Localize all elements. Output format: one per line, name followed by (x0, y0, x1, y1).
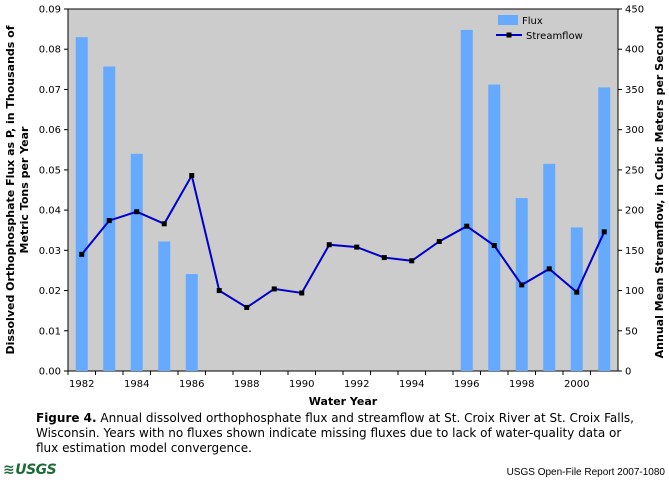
flux-bar (158, 241, 171, 371)
x-tick-label: 2000 (564, 379, 589, 390)
left-tick-label: 0.01 (39, 326, 61, 337)
right-axis-title: Annual Mean Streamflow, in Cubic Meters … (653, 26, 666, 359)
legend: Flux Streamflow (496, 15, 583, 42)
figure-caption: Figure 4. Annual dissolved orthophosphat… (36, 411, 636, 456)
legend-streamflow-label: Streamflow (526, 31, 583, 42)
streamflow-point (436, 238, 442, 244)
streamflow-point (409, 258, 415, 264)
right-tick-label: 0 (625, 367, 631, 378)
streamflow-point (354, 244, 360, 250)
x-axis-ticks: 1982 1984 1986 1988 1990 1992 1994 1996 1998 2000 (67, 371, 591, 390)
streamflow-point (244, 304, 250, 310)
legend-streamflow-marker (506, 32, 512, 38)
flux-bar (488, 84, 501, 372)
left-tick-label: 0.04 (39, 206, 61, 217)
x-tick-label: 1992 (344, 379, 369, 390)
x-tick-label: 1982 (69, 379, 94, 390)
left-axis-title-line1: Dissolved Orthophosphate Flux as P, in T… (4, 25, 17, 354)
left-axis-title-line2: Metric Tons per Year (18, 126, 31, 253)
right-tick-label: 400 (625, 45, 644, 56)
flux-bar (75, 37, 88, 372)
x-tick-label: 1994 (399, 379, 424, 390)
streamflow-point (79, 251, 85, 257)
flux-bar (570, 227, 583, 371)
x-tick-label: 1984 (124, 379, 149, 390)
flux-bar (185, 274, 198, 371)
streamflow-point (546, 266, 552, 272)
flux-bar (130, 153, 143, 371)
streamflow-point (381, 255, 387, 261)
left-tick-label: 0.07 (39, 85, 61, 96)
report-id: USGS Open-File Report 2007-1080 (506, 467, 665, 478)
flux-bar (460, 29, 473, 371)
left-axis-ticks: 0.00 0.01 0.02 0.03 0.04 0.05 0.06 0.07 0.08 0.09 (39, 5, 68, 378)
streamflow-point (326, 242, 332, 248)
x-tick-label: 1998 (509, 379, 534, 390)
left-tick-label: 0.02 (39, 286, 61, 297)
right-tick-label: 200 (625, 206, 644, 217)
x-tick-label: 1986 (179, 379, 204, 390)
usgs-logo-text: USGS (15, 462, 57, 478)
streamflow-series (79, 172, 607, 310)
streamflow-point (271, 286, 277, 292)
left-tick-label: 0.09 (39, 5, 61, 16)
left-tick-label: 0.03 (39, 246, 61, 257)
legend-flux-label: Flux (522, 16, 543, 27)
left-tick-label: 0.06 (39, 125, 61, 136)
left-tick-label: 0.08 (39, 45, 61, 56)
usgs-logo: ≋USGS (3, 462, 57, 478)
right-tick-label: 50 (625, 326, 638, 337)
left-tick-label: 0.05 (39, 165, 61, 176)
right-tick-label: 100 (625, 286, 644, 297)
streamflow-point (491, 243, 497, 249)
streamflow-point (299, 290, 305, 296)
streamflow-point (189, 173, 195, 179)
right-tick-label: 150 (625, 246, 644, 257)
streamflow-line (80, 172, 606, 309)
x-tick-label: 1990 (289, 379, 314, 390)
streamflow-point (574, 289, 580, 295)
streamflow-point (161, 221, 167, 227)
right-tick-label: 350 (625, 85, 644, 96)
streamflow-point (519, 282, 525, 288)
left-tick-label: 0.00 (39, 367, 61, 378)
right-tick-label: 300 (625, 125, 644, 136)
x-tick-label: 1988 (234, 379, 259, 390)
legend-flux-swatch (498, 15, 518, 25)
streamflow-point (464, 223, 470, 229)
x-tick-label: 1996 (454, 379, 479, 390)
figure-label: Figure 4. (36, 411, 97, 425)
right-axis-ticks: 0 50 100 150 200 250 300 350 400 450 (618, 5, 644, 378)
caption-text: Annual dissolved orthophosphate flux and… (36, 411, 634, 455)
right-tick-label: 450 (625, 5, 644, 16)
right-tick-label: 250 (625, 165, 644, 176)
usgs-wave-icon: ≋ (3, 462, 15, 478)
streamflow-point (216, 288, 222, 294)
flux-bar (598, 87, 611, 371)
x-axis-title: Water Year (309, 395, 378, 408)
streamflow-point (134, 209, 140, 215)
plot-area (67, 8, 619, 372)
streamflow-point (106, 218, 112, 224)
chart: 0.00 0.01 0.02 0.03 0.04 0.05 0.06 0.07 0.08 0.09… (4, 5, 666, 409)
streamflow-point (601, 229, 607, 235)
